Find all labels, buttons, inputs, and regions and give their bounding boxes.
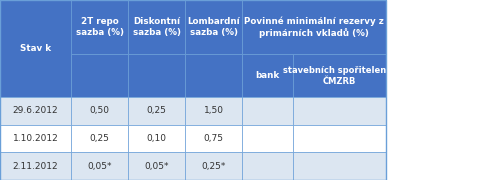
Bar	[242, 0, 386, 54]
Bar	[242, 54, 293, 97]
Bar	[71, 125, 128, 152]
Bar	[128, 152, 185, 180]
Text: 1.10.2012: 1.10.2012	[13, 134, 58, 143]
Bar	[0, 0, 71, 97]
Bar	[0, 152, 71, 180]
Bar	[185, 54, 242, 97]
Bar	[128, 125, 185, 152]
Text: bank: bank	[255, 71, 280, 80]
Text: Diskontní
sazba (%): Diskontní sazba (%)	[133, 17, 181, 37]
Bar	[0, 125, 71, 152]
Text: 0,75: 0,75	[203, 134, 224, 143]
Bar	[242, 152, 293, 180]
Bar	[128, 54, 185, 97]
Bar	[185, 152, 242, 180]
Bar	[128, 0, 185, 54]
Bar	[71, 152, 128, 180]
Text: 2.11.2012: 2.11.2012	[13, 162, 58, 171]
Text: 0,25: 0,25	[90, 134, 110, 143]
Bar	[293, 152, 386, 180]
Text: Lombardní
sazba (%): Lombardní sazba (%)	[187, 17, 240, 37]
Text: stavebních spořitelen a
ČMZRB: stavebních spořitelen a ČMZRB	[283, 66, 395, 86]
Text: 0,10: 0,10	[147, 134, 167, 143]
Text: 0,05*: 0,05*	[88, 162, 112, 171]
Bar	[128, 97, 185, 125]
Text: 0,25*: 0,25*	[201, 162, 226, 171]
Text: 0,05*: 0,05*	[145, 162, 169, 171]
Text: 1,50: 1,50	[203, 107, 224, 116]
Text: 0,50: 0,50	[90, 107, 110, 116]
Bar	[185, 0, 242, 54]
Bar	[242, 125, 293, 152]
Bar	[185, 125, 242, 152]
Text: 2T repo
sazba (%): 2T repo sazba (%)	[76, 17, 124, 37]
Bar	[0, 0, 386, 180]
Bar	[185, 97, 242, 125]
Bar	[0, 0, 71, 54]
Bar	[293, 125, 386, 152]
Bar	[0, 97, 71, 125]
Bar	[293, 54, 386, 97]
Bar	[242, 97, 293, 125]
Text: 0,25: 0,25	[147, 107, 167, 116]
Text: 29.6.2012: 29.6.2012	[13, 107, 58, 116]
Bar	[293, 97, 386, 125]
Text: Povinné minimální rezervy z
primárních vkladů (%): Povinné minimální rezervy z primárních v…	[244, 16, 384, 38]
Bar	[71, 0, 128, 54]
Bar	[71, 54, 128, 97]
Bar	[71, 97, 128, 125]
Text: Stav k: Stav k	[20, 44, 51, 53]
